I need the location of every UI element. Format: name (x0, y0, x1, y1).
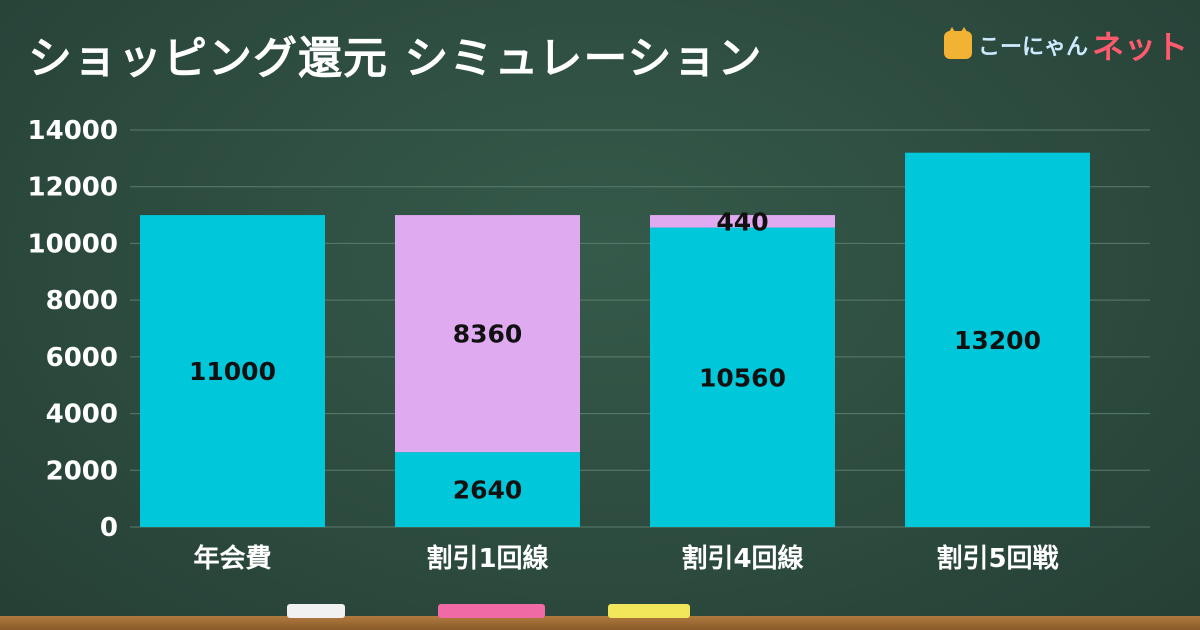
y-tick-label: 0 (100, 513, 118, 543)
page-title: ショッピング還元 シミュレーション (28, 33, 763, 84)
data-label: 8360 (453, 320, 523, 349)
x-tick-label: 割引1回線 (426, 543, 548, 574)
x-tick-label: 割引5回戦 (936, 543, 1058, 574)
bar-segment (650, 227, 835, 527)
y-tick-label: 4000 (46, 400, 118, 430)
bar-segment (140, 215, 325, 528)
logo-text-secondary: ネット (1091, 28, 1188, 66)
y-tick-label: 12000 (28, 173, 118, 203)
x-tick-label: 割引4回線 (681, 543, 803, 574)
logo-text-primary: こーにゃん (977, 35, 1088, 60)
y-tick-label: 8000 (46, 286, 118, 316)
bar-segment (395, 452, 580, 527)
x-tick-label: 年会費 (193, 543, 271, 574)
bar-segment (905, 152, 1090, 527)
y-tick-label: 2000 (46, 456, 118, 486)
y-tick-label: 10000 (28, 229, 118, 259)
data-label: 13200 (954, 326, 1041, 355)
data-label: 440 (716, 207, 768, 236)
site-logo[interactable]: こーにゃん ネット (943, 22, 1188, 68)
data-label: 10560 (699, 363, 786, 392)
y-tick-label: 6000 (46, 343, 118, 373)
bar-segment (395, 215, 580, 453)
pink-chalk (438, 604, 545, 618)
data-label: 2640 (453, 476, 523, 505)
white-chalk (287, 604, 345, 618)
data-label: 11000 (189, 357, 276, 386)
yellow-chalk (608, 604, 690, 618)
y-tick-label: 14000 (28, 116, 118, 146)
bar-segment (650, 215, 835, 228)
chalk-tray (0, 616, 1200, 630)
cat-icon (943, 27, 972, 59)
